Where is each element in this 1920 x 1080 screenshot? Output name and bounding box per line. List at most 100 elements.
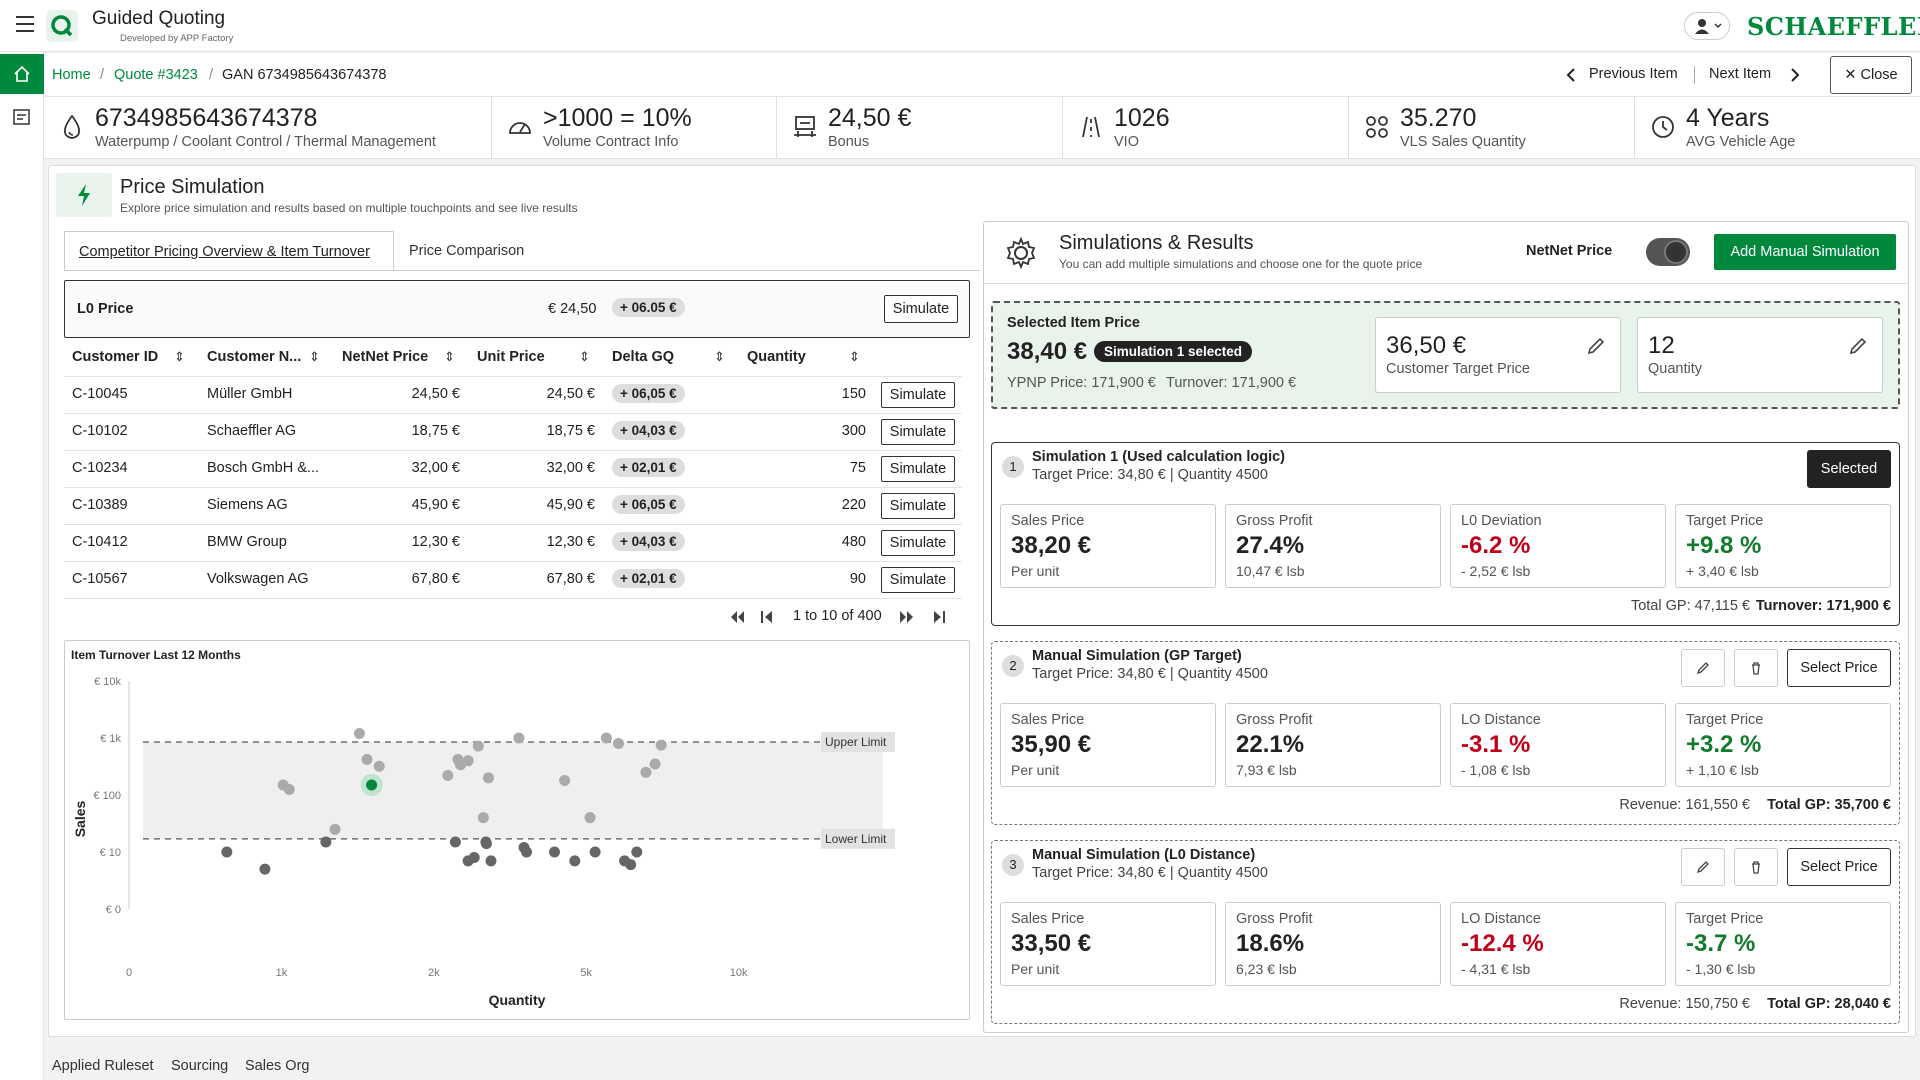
sort-icon[interactable]: ⇕ (579, 349, 590, 364)
cell-unit-price: 45,90 € (546, 497, 595, 513)
turnover-chart: Item Turnover Last 12 Months € 10k € 1k € 1… (64, 640, 970, 1020)
tab-competitor-pricing[interactable]: Competitor Pricing Overview & Item Turno… (64, 231, 394, 271)
sort-icon[interactable]: ⇕ (849, 349, 860, 364)
cell-customer-name: Müller GmbH (207, 386, 293, 402)
column-header-quantity[interactable]: Quantity (747, 349, 806, 365)
simulate-button[interactable]: Simulate (881, 493, 955, 519)
cell-quantity: 220 (841, 497, 866, 513)
simulation-subtitle: Target Price: 34,80 € | Quantity 4500 (1032, 666, 1268, 682)
edit-icon[interactable] (1848, 336, 1868, 356)
bonus-icon (794, 116, 816, 137)
chevron-right-icon[interactable] (1790, 68, 1800, 82)
home-rail-button[interactable] (0, 54, 44, 94)
simulate-button[interactable]: Simulate (881, 530, 955, 556)
simulate-button[interactable]: Simulate (881, 382, 955, 408)
cell-quantity: 90 (849, 571, 866, 587)
tab-applied-ruleset[interactable]: Applied Ruleset (52, 1058, 154, 1074)
cell-quantity: 75 (849, 460, 866, 476)
selected-button[interactable]: Selected (1807, 450, 1891, 488)
y-tick-label: € 10 (100, 847, 121, 859)
pencil-icon (1696, 662, 1709, 675)
simulate-button[interactable]: Simulate (881, 567, 955, 593)
metric-value: +3.2 % (1686, 731, 1762, 758)
metric-tile: Sales Price 38,20 € Per unit (1000, 504, 1216, 588)
close-button[interactable]: ✕ Close (1830, 56, 1912, 94)
last-page-icon[interactable] (932, 609, 946, 625)
kpi-item: 35.270 VLS Sales Quantity (1349, 97, 1635, 159)
data-point (485, 855, 497, 867)
row-divider (64, 598, 962, 599)
metric-label: Target Price (1686, 712, 1764, 728)
metric-label: LO Distance (1461, 911, 1541, 927)
edit-simulation-button[interactable] (1681, 649, 1725, 687)
close-icon: ✕ (1844, 67, 1861, 83)
data-point (612, 738, 624, 750)
simulation-title: Manual Simulation (GP Target) (1032, 648, 1242, 664)
delete-simulation-button[interactable] (1734, 848, 1778, 886)
data-point (480, 838, 492, 850)
previous-page-icon[interactable] (760, 609, 774, 625)
cell-customer-id: C-10234 (72, 460, 128, 476)
target-price-label: Customer Target Price (1386, 361, 1530, 377)
sort-icon[interactable]: ⇕ (444, 349, 455, 364)
first-page-icon[interactable] (728, 609, 746, 625)
select-price-button[interactable]: Select Price (1787, 848, 1891, 886)
data-point (600, 732, 612, 744)
column-header-customer-id[interactable]: Customer ID (72, 349, 159, 365)
add-manual-simulation-button[interactable]: Add Manual Simulation (1714, 234, 1896, 270)
delete-simulation-button[interactable] (1734, 649, 1778, 687)
metric-sub: 6,23 € lsb (1236, 961, 1297, 977)
simulate-button[interactable]: Simulate (881, 419, 955, 445)
next-page-icon[interactable] (898, 609, 916, 625)
data-point (221, 846, 233, 858)
next-item-button[interactable]: Next Item (1709, 66, 1772, 82)
x-tick-label: 10k (730, 967, 748, 979)
limit-band (143, 742, 883, 839)
sort-icon[interactable]: ⇕ (309, 349, 320, 364)
metric-value: 27.4% (1236, 532, 1305, 559)
tab-sourcing[interactable]: Sourcing (171, 1058, 229, 1074)
cell-customer-name: Volkswagen AG (207, 571, 309, 587)
edit-icon[interactable] (1586, 336, 1606, 356)
simulation-subtitle: Target Price: 34,80 € | Quantity 4500 (1032, 865, 1268, 881)
y-tick-label: € 0 (106, 904, 121, 916)
sort-icon[interactable]: ⇕ (714, 349, 725, 364)
netnet-toggle[interactable] (1646, 238, 1690, 266)
previous-item-button[interactable]: Previous Item (1589, 66, 1678, 82)
chevron-left-icon[interactable] (1566, 68, 1576, 82)
tab-price-comparison[interactable]: Price Comparison (409, 243, 525, 259)
notes-icon[interactable] (12, 108, 32, 126)
tab-sales-org[interactable]: Sales Org (245, 1058, 310, 1074)
breadcrumb-quote[interactable]: Quote #3423 (114, 67, 198, 83)
data-point (640, 766, 652, 778)
metric-sub: - 2,52 € lsb (1461, 563, 1531, 579)
column-header-netnet-price[interactable]: NetNet Price (342, 349, 429, 365)
metric-value: 18.6% (1236, 930, 1305, 957)
cell-netnet-price: 24,50 € (411, 386, 460, 402)
simulate-button[interactable]: Simulate (884, 295, 958, 323)
customer-target-price-field[interactable]: 36,50 € Customer Target Price (1375, 317, 1621, 393)
edit-simulation-button[interactable] (1681, 848, 1725, 886)
metric-label: Gross Profit (1236, 513, 1313, 529)
column-header-unit-price[interactable]: Unit Price (477, 349, 545, 365)
select-price-button[interactable]: Select Price (1787, 649, 1891, 687)
simulate-button[interactable]: Simulate (881, 456, 955, 482)
left-rail (0, 52, 44, 1080)
row-divider (64, 524, 962, 525)
delta-badge: + 02,01 € (612, 569, 685, 588)
menu-icon[interactable] (16, 16, 34, 32)
simulation-title: Simulation 1 (Used calculation logic) (1032, 449, 1285, 465)
column-header-delta-gq[interactable]: Delta GQ (612, 349, 675, 365)
breadcrumb-home[interactable]: Home (52, 67, 91, 83)
breadcrumb (44, 53, 1920, 97)
grid-icon (1366, 116, 1388, 138)
quantity-field[interactable]: 12 Quantity (1637, 317, 1883, 393)
road-icon (1082, 116, 1100, 138)
data-point (472, 740, 484, 752)
user-menu-button[interactable] (1684, 12, 1730, 40)
tab-divider (64, 270, 980, 271)
column-header-customer-name[interactable]: Customer N... (207, 349, 302, 365)
clock-icon (1652, 116, 1674, 138)
sort-icon[interactable]: ⇕ (174, 349, 185, 364)
data-point (283, 783, 295, 795)
